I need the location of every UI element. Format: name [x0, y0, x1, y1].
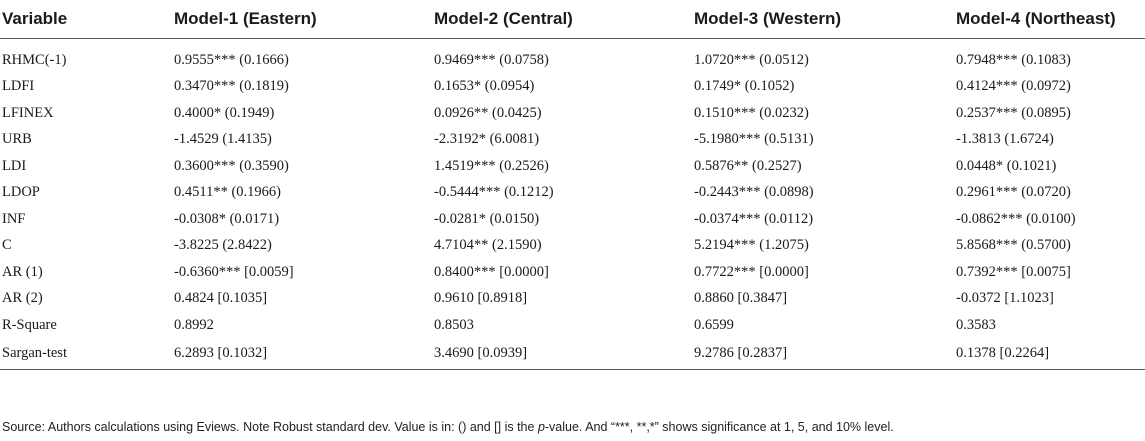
cell-model-1: 0.4824 [0.1035]	[174, 290, 268, 307]
cell-model-2: 3.4690 [0.0939]	[432, 338, 692, 370]
cell-model-4: 0.1378 [0.2264]	[954, 338, 1145, 370]
table-row: LDI 0.3600*** (0.3590) 1.4519*** (0.2526…	[0, 153, 1145, 180]
cell-model-2: -0.0281* (0.0150)	[434, 210, 540, 227]
cell-model-1: 0.3470*** (0.1819)	[174, 78, 289, 95]
cell-model-3: 0.7722*** [0.0000]	[694, 263, 809, 280]
cell-model-1: -0.6360*** [0.0059]	[174, 263, 294, 280]
table-body: RHMC(-1) 0.9555*** (0.1666) 0.9469*** (0…	[0, 39, 1145, 370]
cell-model-2: 1.4519*** (0.2526)	[434, 157, 549, 174]
cell-model-2: 4.7104** (2.1590)	[434, 237, 542, 254]
footnote-text-end: -value. And “***, **,*” shows significan…	[544, 420, 894, 434]
header-row: Variable Model-1 (Eastern) Model-2 (Cent…	[0, 0, 1145, 39]
cell-model-1: -3.8225 (2.8422)	[174, 237, 272, 254]
row-label: LDOP	[2, 184, 40, 201]
cell-model-1: 0.4511** (0.1966)	[174, 184, 281, 201]
table-row: AR (2) 0.4824 [0.1035] 0.9610 [0.8918] 0…	[0, 286, 1145, 313]
header-model-4: Model-4 (Northeast)	[954, 0, 1145, 39]
cell-model-4: 0.2961*** (0.0720)	[956, 184, 1071, 201]
footnote-italic-p: p	[537, 420, 545, 434]
table-row: LFINEX 0.4000* (0.1949) 0.0926** (0.0425…	[0, 100, 1145, 127]
table-row: URB -1.4529 (1.4135) -2.3192* (6.0081) -…	[0, 127, 1145, 154]
header-model-1: Model-1 (Eastern)	[172, 0, 432, 39]
spacer-row	[0, 39, 1145, 48]
cell-model-3: -5.1980*** (0.5131)	[694, 131, 814, 148]
cell-model-1: 6.2893 [0.1032]	[172, 338, 432, 370]
cell-model-3: 0.8860 [0.3847]	[694, 290, 788, 307]
cell-model-4: -1.3813 (1.6724)	[956, 131, 1054, 148]
table-row: LDFI 0.3470*** (0.1819) 0.1653* (0.0954)…	[0, 74, 1145, 101]
cell-model-4: 0.7392*** [0.0075]	[956, 263, 1071, 280]
table-row: R-Square 0.8992 0.8503 0.6599 0.3583	[0, 312, 1145, 339]
cell-model-4: 0.7948*** (0.1083)	[956, 51, 1071, 68]
header-model-2: Model-2 (Central)	[432, 0, 692, 39]
table-row: Sargan-test 6.2893 [0.1032] 3.4690 [0.09…	[0, 338, 1145, 370]
cell-model-3: -0.2443*** (0.0898)	[694, 184, 814, 201]
cell-model-3: 0.5876** (0.2527)	[694, 157, 802, 174]
cell-model-2: -2.3192* (6.0081)	[434, 131, 540, 148]
cell-model-2: 0.1653* (0.0954)	[434, 78, 535, 95]
table-header: Variable Model-1 (Eastern) Model-2 (Cent…	[0, 0, 1145, 39]
cell-model-4: 0.3583	[956, 316, 996, 333]
row-label: Sargan-test	[0, 338, 172, 370]
row-label: LFINEX	[2, 104, 54, 121]
cell-model-1: 0.3600*** (0.3590)	[174, 157, 289, 174]
row-label: URB	[2, 131, 32, 148]
cell-model-1: 0.8992	[174, 316, 214, 333]
row-label: AR (1)	[2, 263, 43, 280]
cell-model-2: 0.9610 [0.8918]	[434, 290, 528, 307]
cell-model-3: 0.1510*** (0.0232)	[694, 104, 809, 121]
row-label: AR (2)	[2, 290, 43, 307]
cell-model-3: 0.1749* (0.1052)	[694, 78, 795, 95]
footnote-text: Source: Authors calculations using Eview…	[2, 420, 538, 434]
cell-model-3: 0.6599	[694, 316, 734, 333]
cell-model-1: 0.9555*** (0.1666)	[174, 51, 289, 68]
cell-model-4: 0.4124*** (0.0972)	[956, 78, 1071, 95]
row-label: C	[2, 237, 12, 254]
cell-model-4: 0.2537*** (0.0895)	[956, 104, 1071, 121]
row-label: LDFI	[2, 78, 35, 95]
table-row: RHMC(-1) 0.9555*** (0.1666) 0.9469*** (0…	[0, 47, 1145, 74]
cell-model-3: 9.2786 [0.2837]	[692, 338, 954, 370]
header-model-3: Model-3 (Western)	[692, 0, 954, 39]
table-footnote: Source: Authors calculations using Eview…	[2, 420, 894, 434]
cell-model-3: 1.0720*** (0.0512)	[694, 51, 809, 68]
cell-model-3: -0.0374*** (0.0112)	[694, 210, 814, 227]
row-label: LDI	[2, 157, 27, 174]
header-variable: Variable	[0, 0, 172, 39]
table-row: LDOP 0.4511** (0.1966) -0.5444*** (0.121…	[0, 180, 1145, 207]
row-label: R-Square	[2, 316, 57, 333]
cell-model-4: -0.0372 [1.1023]	[956, 290, 1054, 307]
cell-model-4: 5.8568*** (0.5700)	[956, 237, 1071, 254]
cell-model-4: -0.0862*** (0.0100)	[956, 210, 1076, 227]
cell-model-2: -0.5444*** (0.1212)	[434, 184, 554, 201]
cell-model-1: 0.4000* (0.1949)	[174, 104, 275, 121]
cell-model-4: 0.0448* (0.1021)	[956, 157, 1057, 174]
row-label: INF	[2, 210, 26, 227]
cell-model-2: 0.0926** (0.0425)	[434, 104, 542, 121]
table-row: AR (1) -0.6360*** [0.0059] 0.8400*** [0.…	[0, 259, 1145, 286]
row-label: RHMC(-1)	[2, 51, 67, 68]
cell-model-2: 0.9469*** (0.0758)	[434, 51, 549, 68]
table-row: C -3.8225 (2.8422) 4.7104** (2.1590) 5.2…	[0, 233, 1145, 260]
results-table-container: Variable Model-1 (Eastern) Model-2 (Cent…	[0, 0, 1145, 370]
cell-model-2: 0.8503	[434, 316, 474, 333]
cell-model-1: -0.0308* (0.0171)	[174, 210, 280, 227]
table-row: INF -0.0308* (0.0171) -0.0281* (0.0150) …	[0, 206, 1145, 233]
cell-model-1: -1.4529 (1.4135)	[174, 131, 272, 148]
cell-model-2: 0.8400*** [0.0000]	[434, 263, 549, 280]
cell-model-3: 5.2194*** (1.2075)	[694, 237, 809, 254]
regression-results-table: Variable Model-1 (Eastern) Model-2 (Cent…	[0, 0, 1145, 370]
